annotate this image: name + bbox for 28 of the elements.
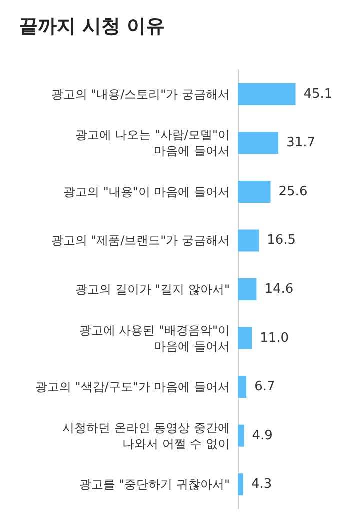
data-label: 14.6 <box>264 282 294 297</box>
data-label: 4.3 <box>252 477 272 492</box>
y-tick-label: 광고의 "내용"이 마음에 들어서 <box>64 184 230 199</box>
data-label: 45.1 <box>304 86 333 102</box>
bar <box>238 132 279 154</box>
y-tick-label: 광고를 "중단하기 귀찮아서" <box>79 478 230 492</box>
bar <box>238 230 260 252</box>
data-label: 11.0 <box>260 330 290 346</box>
bar <box>238 278 257 300</box>
bar <box>238 180 271 203</box>
y-tick-label: 광고에 나오는 "사람/모델"이 마음에 들어서 <box>75 128 230 158</box>
data-label: 6.7 <box>254 380 276 395</box>
y-tick-label: 광고의 "내용/스토리"가 궁금해서 <box>51 87 230 102</box>
data-label: 25.6 <box>278 184 308 200</box>
bar <box>238 376 247 398</box>
y-tick-label: 광고에 사용된 "배경음악"이 마음에 들어서 <box>79 323 230 354</box>
data-label: 16.5 <box>267 233 296 248</box>
bar <box>238 474 244 496</box>
data-label: 4.9 <box>252 428 273 444</box>
bar <box>238 424 244 447</box>
bar <box>238 83 296 106</box>
y-tick-label: 광고의 "색감/구도"가 마음에 들어서 <box>35 380 230 394</box>
chart-title: 끝까지 시청 이유 <box>19 16 166 38</box>
y-tick-label: 광고의 "제품/브랜드"가 궁금해서 <box>51 234 230 248</box>
data-label: 31.7 <box>286 136 316 151</box>
bar <box>238 327 252 350</box>
y-tick-label: 광고의 길이가 "길지 않아서" <box>76 282 230 296</box>
y-tick-label: 시청하던 온라인 동영상 중간에 나와서 어쩔 수 없이 <box>62 420 230 451</box>
